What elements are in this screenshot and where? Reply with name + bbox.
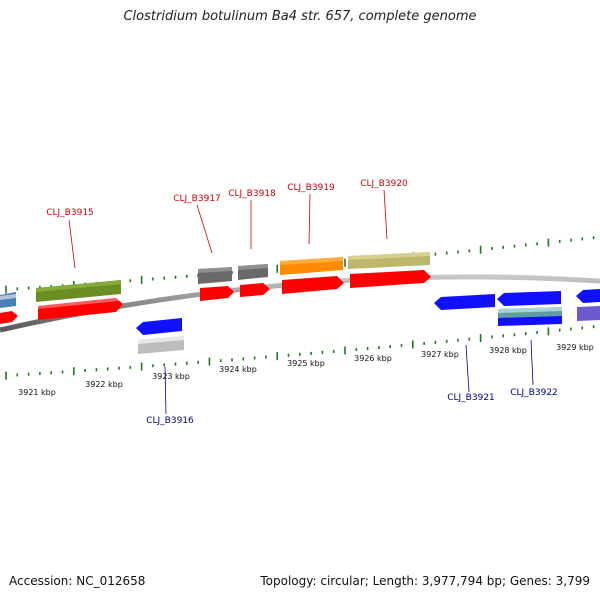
scale-label: 3925 kbp [287, 359, 325, 368]
scale-label: 3923 kbp [152, 372, 190, 381]
scale-labels: 3921 kbp 3922 kbp 3923 kbp 3924 kbp 3925… [18, 343, 594, 397]
scale-label: 3921 kbp [18, 388, 56, 397]
scale-label: 3926 kbp [354, 354, 392, 363]
scale-label: 3922 kbp [85, 380, 123, 389]
scale-label: 3927 kbp [421, 350, 459, 359]
gene-clj-b3920[interactable] [348, 252, 431, 288]
topology-text: Topology: circular; Length: 3,977,794 bp… [260, 574, 590, 588]
gene-label-clj-b3915[interactable]: CLJ_B3915 [46, 208, 94, 218]
gene-label-clj-b3922[interactable]: CLJ_B3922 [510, 388, 558, 398]
gene-clj-b3919[interactable] [280, 257, 344, 294]
partial-gene-left[interactable] [0, 292, 18, 324]
accession-text: Accession: NC_012658 [9, 574, 146, 588]
reverse-tick-track [5, 325, 595, 380]
gene-label-clj-b3916[interactable]: CLJ_B3916 [146, 416, 194, 426]
gene-clj-b3917[interactable] [198, 267, 234, 301]
gene-label-clj-b3919[interactable]: CLJ_B3919 [287, 183, 335, 193]
forward-gene-labels: CLJ_B3915 CLJ_B3917 CLJ_B3918 CLJ_B3919 … [46, 179, 408, 269]
gene-label-clj-b3921[interactable]: CLJ_B3921 [447, 393, 495, 403]
scale-label: 3929 kbp [556, 343, 594, 352]
scale-label: 3924 kbp [219, 365, 257, 374]
gene-label-clj-b3917[interactable]: CLJ_B3917 [173, 194, 221, 204]
gene-clj-b3921[interactable] [434, 294, 495, 310]
gene-clj-b3918[interactable] [238, 264, 270, 297]
gene-label-clj-b3918[interactable]: CLJ_B3918 [228, 189, 276, 199]
scale-label: 3928 kbp [489, 346, 527, 355]
map-title: Clostridium botulinum Ba4 str. 657, comp… [123, 9, 477, 24]
gene-clj-b3915[interactable] [36, 280, 123, 320]
partial-gene-right[interactable] [576, 289, 600, 321]
gene-clj-b3916[interactable] [136, 318, 184, 354]
gene-label-clj-b3920[interactable]: CLJ_B3920 [360, 179, 408, 189]
reverse-gene-labels: CLJ_B3916 CLJ_B3921 CLJ_B3922 [146, 339, 558, 426]
gene-clj-b3922[interactable] [497, 291, 562, 326]
